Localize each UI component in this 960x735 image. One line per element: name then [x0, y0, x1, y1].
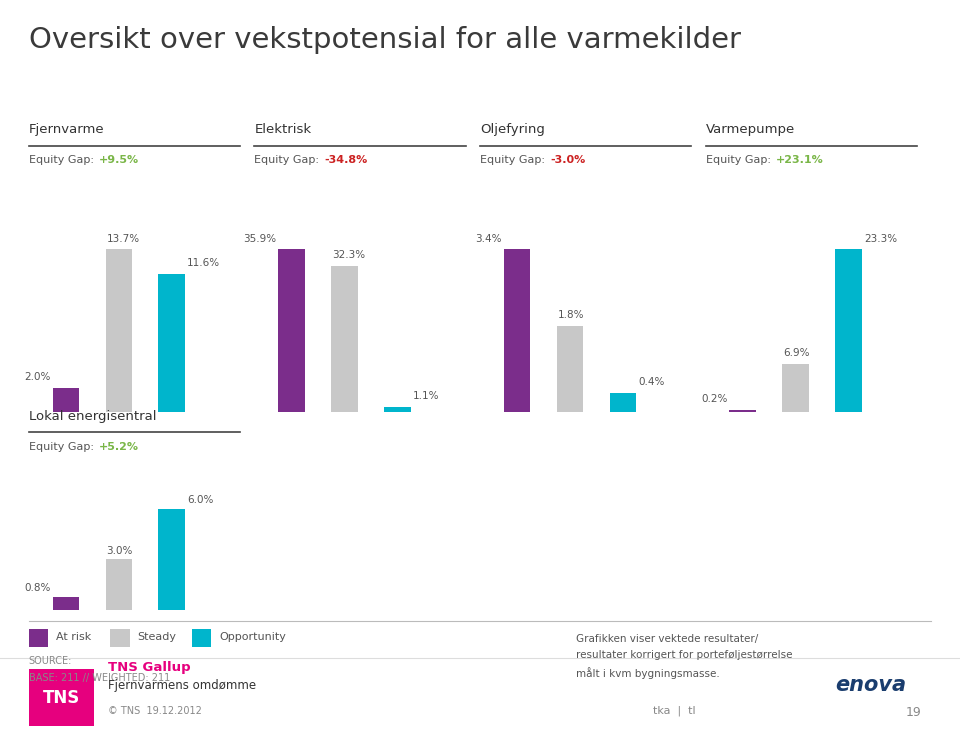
Text: Equity Gap:: Equity Gap: [29, 155, 94, 165]
Text: Fjernvarmens omdømme: Fjernvarmens omdømme [108, 679, 255, 692]
Text: Equity Gap:: Equity Gap: [706, 155, 771, 165]
Bar [384, 406, 411, 412]
Text: Varmepumpe: Varmepumpe [706, 123, 795, 136]
Text: 11.6%: 11.6% [187, 259, 220, 268]
Text: 6.9%: 6.9% [783, 348, 810, 358]
Text: 35.9%: 35.9% [243, 234, 276, 243]
Bar [158, 274, 185, 412]
Text: Oljefyring: Oljefyring [480, 123, 545, 136]
Text: Grafikken viser vektede resultater/: Grafikken viser vektede resultater/ [576, 634, 758, 645]
Text: 3.4%: 3.4% [475, 234, 502, 243]
Text: resultater korrigert for porteføljestørrelse: resultater korrigert for porteføljestørr… [576, 650, 793, 661]
Bar [782, 364, 808, 412]
Text: målt i kvm bygningsmasse.: målt i kvm bygningsmasse. [576, 667, 720, 678]
Text: Fjernvarme: Fjernvarme [29, 123, 105, 136]
Text: Equity Gap:: Equity Gap: [29, 442, 94, 452]
Bar [835, 249, 862, 412]
Bar [557, 326, 584, 412]
Bar [106, 559, 132, 610]
Bar [278, 249, 304, 412]
Text: Oversikt over vekstpotensial for alle varmekilder: Oversikt over vekstpotensial for alle va… [29, 26, 741, 54]
Bar [53, 597, 79, 610]
Bar [53, 388, 79, 412]
Text: TNS: TNS [43, 689, 80, 706]
Bar [730, 410, 756, 412]
Text: enova: enova [835, 675, 906, 695]
Text: Equity Gap:: Equity Gap: [480, 155, 545, 165]
Text: Equity Gap:: Equity Gap: [254, 155, 320, 165]
Text: 2.0%: 2.0% [24, 372, 51, 382]
Text: 6.0%: 6.0% [187, 495, 213, 505]
Text: +23.1%: +23.1% [776, 155, 824, 165]
Text: 23.3%: 23.3% [864, 234, 897, 243]
Bar [610, 392, 636, 412]
Bar [504, 249, 530, 412]
Text: +5.2%: +5.2% [99, 442, 139, 452]
Text: Steady: Steady [137, 631, 177, 642]
Text: At risk: At risk [56, 631, 91, 642]
Bar [158, 509, 185, 610]
Text: tka  |  tl: tka | tl [653, 706, 695, 716]
Text: 13.7%: 13.7% [107, 234, 140, 243]
Text: TNS Gallup: TNS Gallup [108, 662, 190, 675]
Text: 0.4%: 0.4% [638, 376, 664, 387]
Text: +9.5%: +9.5% [99, 155, 139, 165]
Text: 1.1%: 1.1% [413, 391, 439, 401]
Text: Elektrisk: Elektrisk [254, 123, 312, 136]
Text: Lokal energisentral: Lokal energisentral [29, 409, 156, 423]
Text: -34.8%: -34.8% [324, 155, 368, 165]
Text: 0.8%: 0.8% [24, 583, 51, 593]
Text: © TNS  19.12.2012: © TNS 19.12.2012 [108, 706, 202, 716]
Text: 19: 19 [906, 706, 922, 719]
Text: -3.0%: -3.0% [550, 155, 586, 165]
Text: BASE: 211 // WEIGHTED: 211: BASE: 211 // WEIGHTED: 211 [29, 673, 170, 683]
Text: 3.0%: 3.0% [107, 545, 133, 556]
Bar [331, 265, 357, 412]
Text: 1.8%: 1.8% [558, 310, 585, 320]
Bar [106, 249, 132, 412]
Text: Opportunity: Opportunity [219, 631, 286, 642]
Text: 32.3%: 32.3% [332, 250, 366, 259]
Text: 0.2%: 0.2% [701, 395, 728, 404]
Text: SOURCE:: SOURCE: [29, 656, 72, 667]
